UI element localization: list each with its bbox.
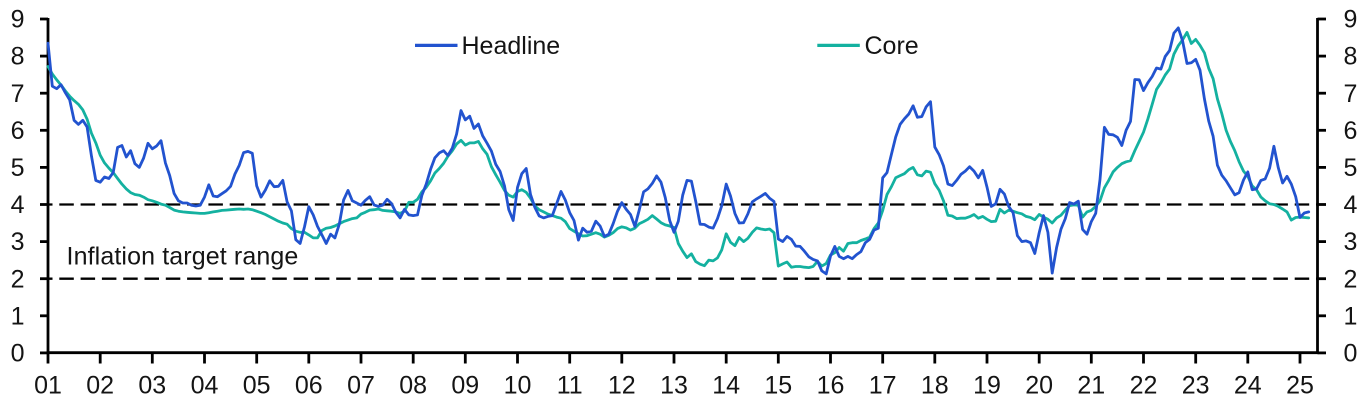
svg-text:07: 07 (347, 372, 375, 400)
svg-text:2: 2 (1344, 265, 1358, 293)
svg-text:13: 13 (660, 372, 688, 400)
svg-text:3: 3 (11, 228, 25, 256)
svg-text:7: 7 (11, 80, 25, 108)
svg-text:08: 08 (399, 372, 427, 400)
svg-text:Headline: Headline (462, 32, 561, 60)
svg-text:10: 10 (504, 372, 532, 400)
svg-text:01: 01 (34, 372, 62, 400)
svg-text:Core: Core (865, 32, 919, 60)
svg-text:24: 24 (1234, 372, 1262, 400)
svg-text:20: 20 (1025, 372, 1053, 400)
svg-text:21: 21 (1077, 372, 1105, 400)
svg-text:Inflation target range: Inflation target range (67, 243, 299, 271)
svg-text:02: 02 (86, 372, 114, 400)
svg-text:6: 6 (11, 117, 25, 145)
svg-text:17: 17 (869, 372, 897, 400)
svg-text:0: 0 (11, 340, 25, 368)
svg-text:1: 1 (1344, 302, 1358, 330)
svg-text:05: 05 (243, 372, 271, 400)
svg-text:3: 3 (1344, 228, 1358, 256)
svg-text:5: 5 (11, 154, 25, 182)
svg-text:2: 2 (11, 265, 25, 293)
svg-text:0: 0 (1344, 340, 1358, 368)
svg-text:4: 4 (11, 191, 25, 219)
svg-text:9: 9 (11, 6, 25, 34)
svg-text:15: 15 (764, 372, 792, 400)
svg-text:03: 03 (138, 372, 166, 400)
svg-text:14: 14 (712, 372, 740, 400)
svg-text:19: 19 (973, 372, 1001, 400)
svg-text:04: 04 (191, 372, 219, 400)
svg-text:8: 8 (11, 43, 25, 71)
svg-text:6: 6 (1344, 117, 1358, 145)
svg-text:09: 09 (451, 372, 479, 400)
svg-text:4: 4 (1344, 191, 1358, 219)
svg-text:9: 9 (1344, 6, 1358, 34)
svg-text:7: 7 (1344, 80, 1358, 108)
svg-text:25: 25 (1286, 372, 1314, 400)
svg-text:12: 12 (608, 372, 636, 400)
svg-text:18: 18 (921, 372, 949, 400)
svg-text:1: 1 (11, 302, 25, 330)
svg-text:23: 23 (1182, 372, 1210, 400)
svg-text:16: 16 (817, 372, 845, 400)
svg-text:22: 22 (1130, 372, 1158, 400)
svg-text:11: 11 (557, 372, 583, 400)
svg-text:5: 5 (1344, 154, 1358, 182)
svg-text:06: 06 (295, 372, 323, 400)
svg-text:8: 8 (1344, 43, 1358, 71)
